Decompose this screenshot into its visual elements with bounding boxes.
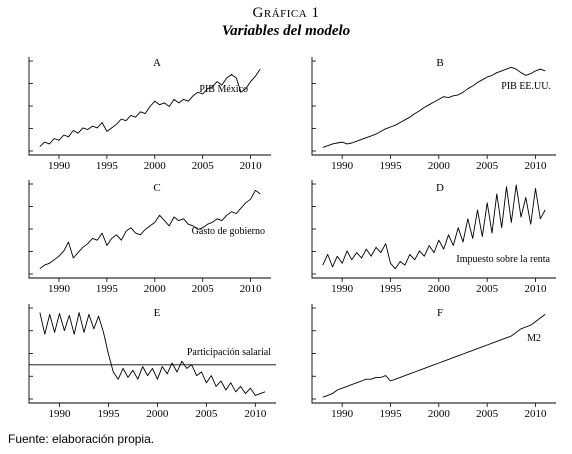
panel-f-xtick-label: 1990 — [331, 408, 354, 420]
panel-d-xtick-label: 1990 — [331, 283, 354, 295]
panel-d-xtick-label: 2000 — [428, 283, 451, 295]
panel-f-series-label: M2 — [527, 333, 541, 344]
panel-c-xtick-label: 2000 — [144, 283, 167, 295]
panel-c-series-label: Gasto de gobierno — [192, 226, 265, 237]
panel-f-axes — [311, 304, 556, 404]
panel-f-series-line — [322, 314, 546, 398]
panel-d-xtick-label: 1995 — [380, 283, 403, 295]
panel-b-xtick-label: 2000 — [428, 160, 451, 172]
panel-c-series-line — [39, 189, 261, 270]
figure-title: Gráfica 1 — [252, 5, 320, 21]
figure-title-block: Gráfica 1 Variables del modelo — [0, 4, 572, 40]
panel-c-xtick-label: 2010 — [240, 283, 263, 295]
panel-e-xtick-label: 2005 — [195, 408, 218, 420]
panel-a-xtick-label: 2005 — [192, 160, 215, 172]
panel-a-xtick-label: 1995 — [96, 160, 119, 172]
figure-footer: Fuente: elaboración propia. — [8, 432, 155, 446]
panel-a-series-label: PIB México — [199, 84, 248, 95]
panel-e-xtick-label: 1990 — [48, 408, 71, 420]
panel-a-axes — [28, 57, 271, 156]
panel-b-series-label: PIB EE.UU. — [501, 81, 551, 92]
panel-d-series-label: Impuesto sobre la renta — [456, 254, 550, 265]
panel-f-xtick-label: 2010 — [525, 408, 548, 420]
panel-a-series-line — [39, 68, 261, 147]
panel-b-series-line — [322, 66, 546, 148]
panel-d-letter: D — [436, 182, 444, 194]
panel-b-letter: B — [436, 57, 443, 69]
panel-e-axes — [28, 304, 276, 404]
panel-e-letter: E — [154, 307, 161, 319]
panel-b-axes — [311, 57, 556, 156]
panel-f-xtick-label: 2005 — [476, 408, 499, 420]
panel-a-xtick-label: 2000 — [144, 160, 167, 172]
panel-e-series-line — [39, 312, 266, 396]
panel-c-letter: C — [153, 182, 160, 194]
panel-b-xtick-label: 1990 — [331, 160, 354, 172]
panel-d-series-line — [322, 184, 546, 270]
panel-a-letter: A — [153, 57, 161, 69]
panel-b-xtick-label: 1995 — [380, 160, 403, 172]
panel-a-xtick-label: 1990 — [48, 160, 71, 172]
panel-e-xtick-label: 2010 — [244, 408, 267, 420]
panel-d-xtick-label: 2010 — [525, 283, 548, 295]
panel-c-xtick-label: 2005 — [192, 283, 215, 295]
panel-e-xtick-label: 2000 — [146, 408, 169, 420]
panel-c-axes — [28, 180, 271, 279]
panel-e-series-label: Participación salarial — [187, 347, 271, 358]
panel-d-xtick-label: 2005 — [476, 283, 499, 295]
figure-subtitle: Variables del modelo — [221, 23, 351, 39]
panel-c-xtick-label: 1990 — [48, 283, 71, 295]
panel-c-xtick-label: 1995 — [96, 283, 119, 295]
panel-b-xtick-label: 2010 — [525, 160, 548, 172]
panel-f-xtick-label: 2000 — [428, 408, 451, 420]
panel-f-letter: F — [437, 307, 443, 319]
panel-d-axes — [311, 180, 556, 279]
panel-b-xtick-label: 2005 — [476, 160, 499, 172]
panel-f-xtick-label: 1995 — [380, 408, 403, 420]
panel-a-xtick-label: 2010 — [240, 160, 263, 172]
panel-e-xtick-label: 1995 — [97, 408, 120, 420]
